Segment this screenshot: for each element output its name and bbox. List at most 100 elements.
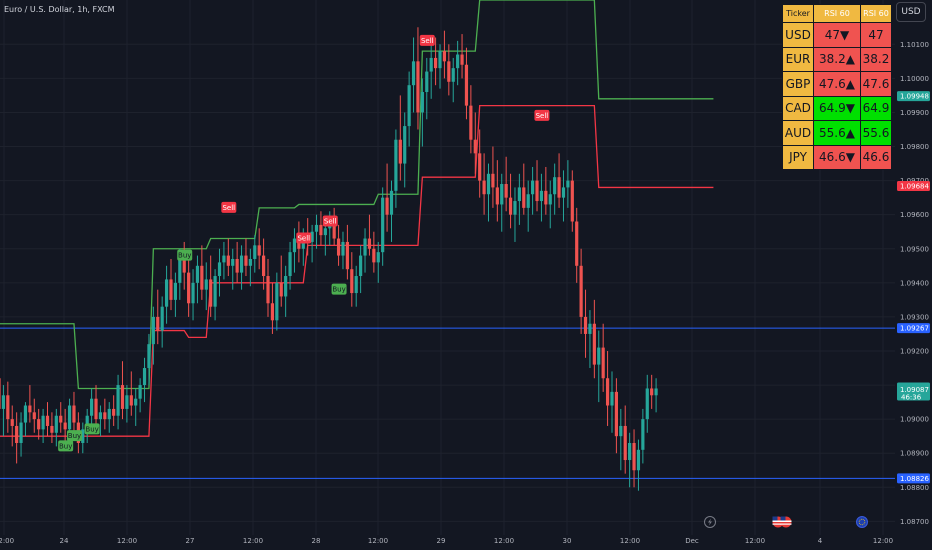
candle [456, 40, 460, 86]
candle [486, 163, 491, 222]
candle [363, 228, 367, 273]
price-tag-value: 1.09267 [900, 325, 929, 333]
candle [504, 156, 508, 212]
time-label: 24 [60, 537, 69, 545]
price-axis[interactable]: 1.101001.100001.099001.098001.097001.096… [900, 41, 929, 526]
sell-label: Sell [324, 217, 337, 225]
candle [531, 166, 535, 215]
candle [575, 207, 579, 283]
price-tag: 1.08826 [897, 473, 930, 484]
candle [120, 361, 125, 420]
candle [336, 224, 341, 266]
table-row: EUR 38.2▲ 38.2 [782, 46, 892, 72]
time-label: 12:00 [0, 537, 14, 545]
buy-signal: Buy [84, 423, 100, 435]
rsi-value2-cell: 64.9 [860, 95, 892, 121]
time-label: 12:00 [873, 537, 893, 545]
price-label: 1.08900 [900, 450, 929, 458]
candle [535, 160, 539, 212]
candle [407, 71, 411, 147]
sell-label: Sell [421, 37, 434, 45]
candle [500, 173, 504, 232]
candle [94, 385, 98, 426]
price-label: 1.10000 [900, 75, 929, 83]
price-tag-value: 1.09948 [900, 93, 929, 101]
rsi-table-header: Ticker RSI 60 RSI 60 [782, 4, 892, 23]
ticker-cell: AUD [782, 120, 814, 146]
candle [253, 235, 257, 273]
time-label: 12:00 [368, 537, 388, 545]
candle [6, 381, 10, 433]
time-label: 29 [437, 537, 446, 545]
candle [195, 255, 200, 304]
candle [522, 163, 526, 215]
candle [636, 439, 641, 491]
candle [10, 405, 14, 447]
candle [508, 173, 513, 229]
rsi-table: Ticker RSI 60 RSI 60 USD 47▼ 47 EUR 38.2▲ 38.… [782, 4, 892, 170]
candle [129, 371, 133, 416]
candle [90, 388, 94, 430]
candle [125, 385, 129, 423]
candle [41, 408, 45, 443]
table-row: CAD 64.9▼ 64.9 [782, 95, 892, 121]
signals: Sell Sell Sell Sell Sell Buy Buy Buy Buy Buy [58, 34, 550, 452]
horizontal-lines[interactable] [0, 327, 895, 479]
flash-icon[interactable] [704, 516, 716, 528]
candle [279, 255, 283, 307]
candle [239, 245, 244, 290]
candle [187, 252, 191, 317]
candle [491, 146, 495, 208]
candle [588, 310, 592, 369]
candle [37, 408, 41, 440]
candle [54, 408, 58, 447]
price-label: 1.09900 [900, 109, 929, 117]
header-rsi-2: RSI 60 [860, 4, 892, 23]
candle [561, 170, 566, 222]
buy-label: Buy [332, 286, 345, 294]
currency-button[interactable]: USD [896, 2, 926, 22]
time-label: 12:00 [620, 537, 640, 545]
ticker-cell: CAD [782, 95, 814, 121]
candle [478, 129, 482, 198]
candle [650, 374, 654, 409]
candle [442, 30, 447, 79]
us-flag-icon-2[interactable] [780, 516, 792, 528]
candle [200, 245, 204, 300]
candle [619, 408, 623, 471]
time-axis[interactable]: 12:00 24 12:00 27 12:00 28 12:00 29 12:00 30 12:00… [0, 537, 893, 545]
sell-label: Sell [536, 112, 549, 120]
time-label: 12:00 [745, 537, 765, 545]
candle [513, 187, 517, 242]
buy-label: Buy [85, 425, 98, 433]
price-label: 1.09500 [900, 245, 929, 253]
candle [98, 405, 103, 437]
buy-signal: Buy [331, 283, 347, 295]
candle [464, 47, 469, 120]
candle [323, 221, 327, 256]
candle [28, 385, 32, 423]
candle [288, 241, 292, 290]
buy-signal: Buy [66, 430, 82, 442]
candle [641, 408, 645, 464]
candle [389, 180, 394, 242]
buy-signal: Buy [177, 249, 193, 261]
eu-flag-icon[interactable] [856, 516, 868, 528]
candle [544, 166, 548, 215]
candle [292, 228, 297, 273]
candle [473, 112, 477, 174]
price-label: 1.10100 [900, 41, 929, 49]
candle [482, 153, 486, 215]
candle [429, 44, 433, 99]
candle [138, 378, 142, 413]
candle [403, 112, 407, 188]
time-label: 12:00 [117, 537, 137, 545]
candle [1, 385, 6, 437]
table-row: JPY 46.6▼ 46.6 [782, 144, 892, 170]
candle [548, 180, 552, 229]
candle [45, 402, 50, 437]
candle [314, 214, 319, 249]
candle [645, 374, 649, 433]
